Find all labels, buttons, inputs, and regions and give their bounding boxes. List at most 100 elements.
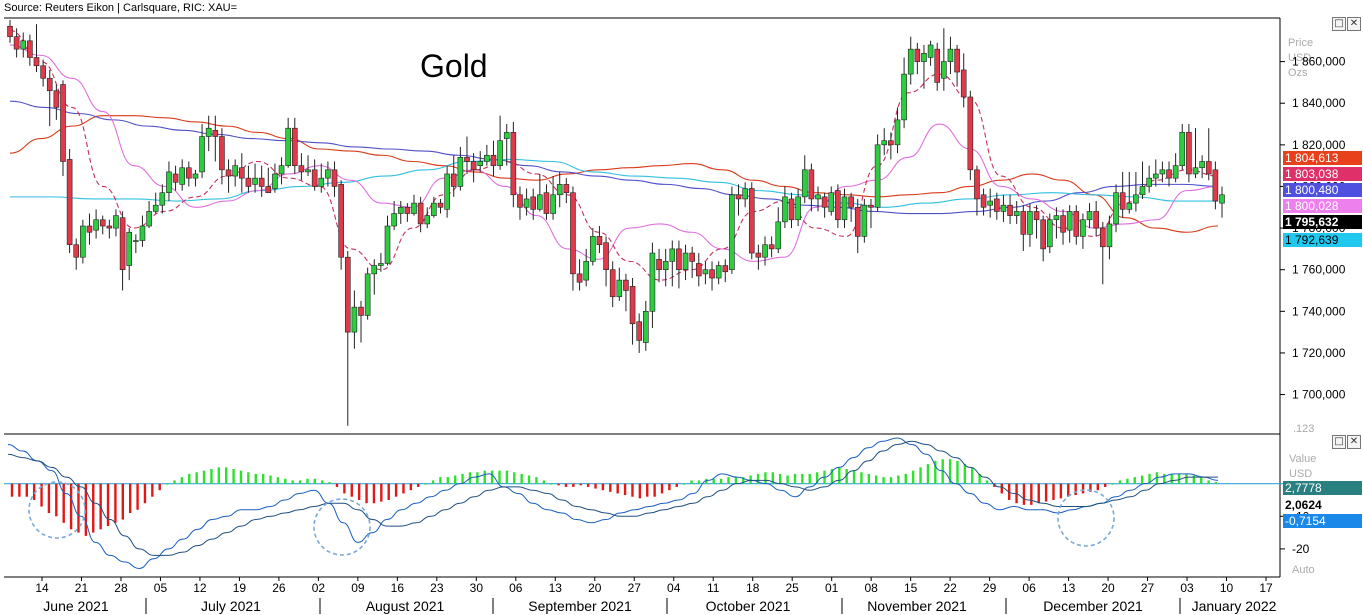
price-panel-close-icon[interactable]: ✕ (1347, 17, 1361, 31)
macd-histogram-bar (586, 483, 590, 487)
macd-histogram-bar (727, 477, 730, 484)
macd-histogram-bar (889, 477, 893, 484)
macd-histogram-bar (165, 483, 169, 485)
candle (888, 132, 894, 160)
price-badge: 1 804,613 (1283, 151, 1362, 165)
price-tick-label: 1 840,000 (1292, 96, 1346, 110)
macd-histogram-bar (431, 480, 435, 484)
candle (643, 300, 649, 351)
macd-badge: -0,7154 (1283, 514, 1362, 528)
candle (795, 188, 801, 226)
macd-auto-label[interactable]: Auto (1292, 564, 1315, 576)
candle (305, 155, 311, 177)
candle (656, 248, 662, 283)
candle (682, 244, 689, 281)
candle (484, 144, 490, 166)
macd-histogram-bar (483, 470, 486, 484)
candle (576, 259, 583, 291)
candle (510, 121, 517, 208)
candle (60, 80, 66, 177)
candle (1133, 171, 1139, 212)
price-tick-label: 1 860,000 (1292, 55, 1346, 69)
candle (974, 165, 980, 216)
candle (351, 290, 358, 349)
candle (1080, 213, 1086, 249)
signal-line (7, 440, 1218, 556)
candle (53, 84, 60, 120)
x-day-label: 08 (864, 581, 878, 595)
price-scale-header-2: Ozs (1288, 67, 1308, 79)
x-month-label: November 2021 (867, 598, 967, 614)
macd-histogram-bar (1111, 483, 1114, 485)
macd-histogram-bar (239, 470, 243, 484)
macd-badge: 2,7778 (1283, 481, 1362, 495)
macd-histogram-bar (845, 468, 848, 484)
macd-histogram-bar (786, 475, 789, 484)
macd-histogram-bar (328, 482, 331, 484)
macd-histogram-bar (638, 483, 642, 499)
candle (1199, 155, 1205, 179)
price-panel-window-icon[interactable]: □ (1332, 17, 1346, 31)
macd-histogram-bar (904, 473, 907, 484)
candle (570, 186, 576, 291)
candle (1020, 205, 1027, 251)
macd-histogram-bar (158, 483, 161, 491)
candle (596, 226, 603, 254)
candle (563, 178, 570, 204)
candle (941, 28, 947, 91)
macd-histogram-bar (269, 475, 272, 484)
macd-histogram-bar (1177, 473, 1181, 484)
macd-histogram-bar (136, 483, 139, 510)
macd-histogram-bar (225, 467, 228, 484)
candle (146, 201, 152, 229)
x-month-label: September 2021 (528, 598, 632, 614)
candle (80, 219, 86, 264)
candle (1126, 171, 1133, 214)
candle (40, 59, 46, 87)
candle (550, 176, 556, 220)
x-day-label: 20 (1101, 581, 1115, 595)
x-day-label: 15 (904, 581, 918, 595)
macd-histogram-bar (1126, 478, 1129, 484)
macd-histogram-bar (697, 480, 701, 484)
macd-histogram-bar (793, 473, 797, 484)
macd-panel-close-icon[interactable]: ✕ (1347, 435, 1361, 449)
x-day-label: 27 (628, 581, 642, 595)
macd-histogram-bar (1170, 473, 1173, 484)
macd-histogram-bar (1118, 480, 1122, 484)
candle (629, 278, 636, 345)
x-day-label: 25 (786, 581, 800, 595)
candle (172, 165, 179, 191)
candle (676, 240, 682, 289)
candle (636, 313, 642, 353)
candle (1179, 124, 1186, 170)
macd-histogram-bar (1163, 473, 1166, 484)
macd-histogram-bar (25, 483, 28, 497)
x-day-label: 12 (193, 581, 207, 595)
macd-histogram-bar (1104, 483, 1107, 487)
macd-histogram-bar (623, 483, 627, 496)
candle (179, 159, 185, 191)
candle (450, 155, 457, 197)
candle (967, 90, 974, 181)
price-badge: 1 800,480 (1283, 183, 1362, 197)
candle (755, 244, 762, 270)
candle (1007, 194, 1013, 224)
candle (126, 228, 133, 281)
macd-histogram-bar (1200, 477, 1203, 484)
macd-histogram-bar (719, 478, 723, 484)
candle (245, 165, 252, 193)
candle (7, 20, 13, 43)
candle (20, 32, 27, 58)
macd-histogram-bar (690, 480, 693, 484)
macd-histogram-bar (742, 477, 745, 484)
candle (497, 115, 503, 170)
macd-histogram-bar (1037, 483, 1040, 504)
candle (868, 198, 874, 229)
moving-average-line-2 (10, 158, 1218, 208)
macd-panel-window-icon[interactable]: □ (1332, 435, 1346, 449)
candle (583, 248, 589, 287)
macd-histogram-bar (40, 483, 43, 507)
macd-histogram-bar (867, 473, 871, 484)
